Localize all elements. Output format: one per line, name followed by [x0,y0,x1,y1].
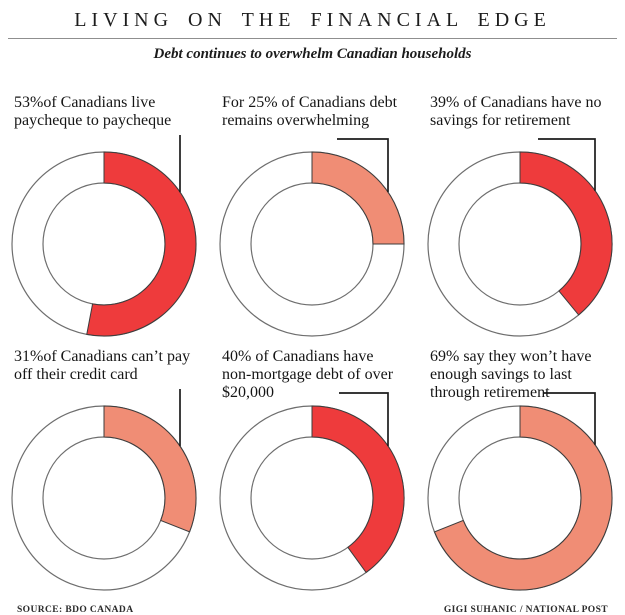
donut-ring-inner [250,436,374,560]
donut-ring-inner [250,182,374,306]
chart-label-overwhelming-debt: For 25% of Canadians debt remains overwh… [222,94,398,129]
header: LIVING ON THE FINANCIAL EDGE Debt contin… [0,9,625,89]
callout-line [339,392,389,447]
donut-segment [311,151,405,245]
donut-ring-inner [42,182,166,306]
donut-chart-no-retirement-savings [427,138,613,337]
donut-ring-inner [458,182,582,306]
source-credit: SOURCE: BDO CANADA [17,605,134,615]
donut-chart-credit-card [11,389,197,591]
callout-line [538,138,596,191]
author-credit: GIGI SUHANIC / NATIONAL POST [443,605,608,615]
callout-line [337,138,389,193]
chart-cell-savings-wont-last: 69% say they won’t have enough savings t… [416,343,625,597]
donut-ring-inner [458,436,582,560]
header-divider [8,38,617,39]
chart-label-no-retirement-savings: 39% of Canadians have no savings for ret… [430,94,602,129]
charts-row-1: 53%of Canadians live paycheque to payche… [0,89,625,343]
chart-label-credit-card: 31%of Canadians can’t pay off their cred… [14,348,191,383]
donut-segment [519,151,613,316]
chart-cell-overwhelming-debt: For 25% of Canadians debt remains overwh… [208,89,416,343]
chart-cell-paycheque: 53%of Canadians live paycheque to payche… [0,89,208,343]
chart-label-paycheque: 53%of Canadians live paycheque to payche… [14,94,172,129]
donut-chart-non-mortgage-debt [219,392,405,591]
donut-chart-savings-wont-last [427,392,613,591]
chart-cell-non-mortgage-debt: 40% of Canadians have non-mortgage debt … [208,343,416,597]
donut-segment [311,405,405,574]
chart-cell-credit-card: 31%of Canadians can’t pay off their cred… [0,343,208,597]
page-title: LIVING ON THE FINANCIAL EDGE [74,9,551,31]
donut-segment [103,405,197,533]
donut-ring-inner [42,436,166,560]
charts-grid: 53%of Canadians live paycheque to payche… [0,89,625,597]
chart-cell-no-retirement-savings: 39% of Canadians have no savings for ret… [416,89,625,343]
chart-label-non-mortgage-debt: 40% of Canadians have non-mortgage debt … [222,348,394,401]
page-subtitle: Debt continues to overwhelm Canadian hou… [153,46,472,62]
callout-line [544,392,596,445]
donut-chart-overwhelming-debt [219,138,405,337]
footer: SOURCE: BDO CANADA GIGI SUHANIC / NATION… [0,597,625,615]
charts-row-2: 31%of Canadians can’t pay off their cred… [0,343,625,597]
donut-segment [86,151,197,337]
chart-label-savings-wont-last: 69% say they won’t have enough savings t… [430,348,592,401]
donut-segment [433,405,613,591]
donut-chart-paycheque [11,135,197,337]
